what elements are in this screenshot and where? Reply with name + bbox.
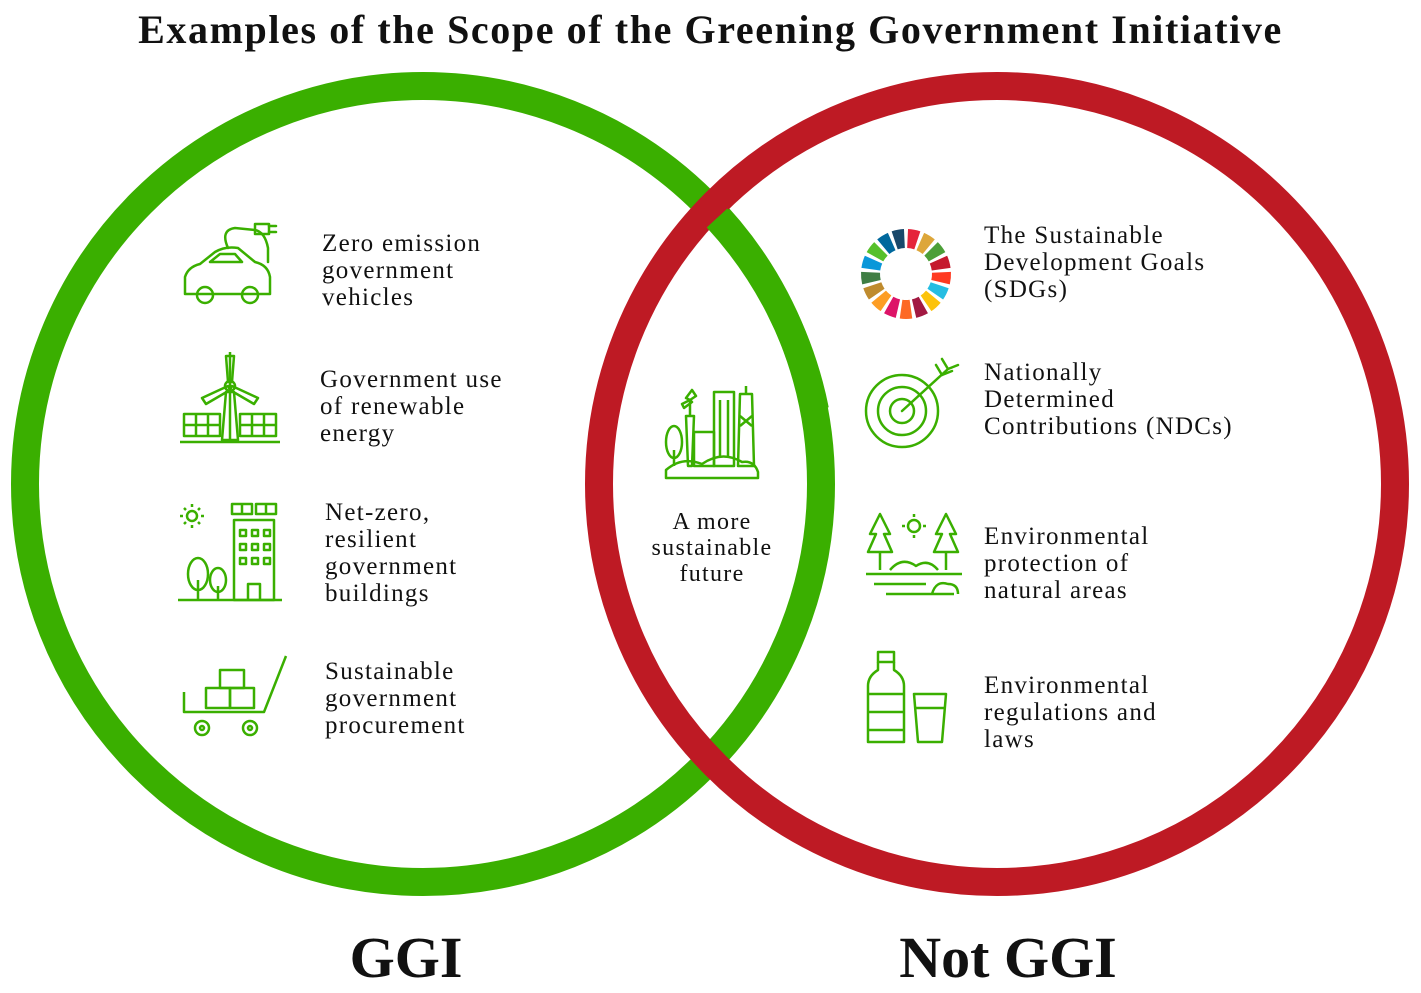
target-arrow-icon [864, 357, 960, 449]
ggi-item-1-label: Zero emission government vehicles [322, 230, 482, 311]
ggi-item-4-label: Sustainable government procurement [325, 658, 466, 739]
not-ggi-item-2-label: Nationally Determined Contributions (NDC… [984, 359, 1233, 440]
ggi-overlap-arc [706, 208, 829, 413]
sdg-segment [929, 255, 951, 271]
sdg-wheel-icon [861, 229, 951, 319]
not-ggi-label: Not GGI [899, 925, 1117, 990]
sdg-segment [861, 271, 881, 285]
sdg-segment [866, 242, 888, 262]
sustainable-city-icon [664, 386, 760, 480]
electric-car-icon [183, 222, 278, 305]
not-ggi-item-3-label: Environmental protection of natural area… [984, 523, 1150, 604]
ggi-label: GGI [349, 925, 463, 990]
sdg-segment [891, 229, 905, 250]
ggi-item-2-label: Government use of renewable energy [320, 366, 503, 447]
sdg-segment [907, 229, 921, 250]
sdg-segment [877, 232, 896, 255]
ggi-circle [11, 72, 835, 896]
sdg-segment [916, 232, 935, 255]
sdg-segment [927, 282, 949, 300]
sdg-segment [884, 296, 901, 318]
ggi-item-3-label: Net-zero, resilient government buildings [325, 499, 458, 607]
sdg-segment [931, 271, 951, 285]
sdg-segment [920, 290, 941, 312]
net-zero-building-icon [178, 502, 282, 602]
renewable-energy-icon [180, 352, 280, 444]
sdg-segment [861, 255, 883, 271]
not-ggi-circle [585, 72, 1409, 896]
sdg-segment [863, 282, 885, 300]
procurement-cart-icon [182, 655, 288, 737]
sdg-segment [871, 290, 892, 312]
sdg-segment [899, 299, 913, 319]
not-ggi-item-1-label: The Sustainable Development Goals (SDGs) [984, 222, 1206, 303]
sdg-segment [911, 296, 928, 318]
sdg-segment [924, 242, 946, 262]
overlap-label: A more sustainable future [651, 509, 773, 587]
bottle-glass-icon [866, 650, 948, 744]
not-ggi-item-4-label: Environmental regulations and laws [984, 672, 1157, 753]
nature-trees-icon [866, 512, 962, 596]
diagram-title: Examples of the Scope of the Greening Go… [138, 7, 1283, 52]
